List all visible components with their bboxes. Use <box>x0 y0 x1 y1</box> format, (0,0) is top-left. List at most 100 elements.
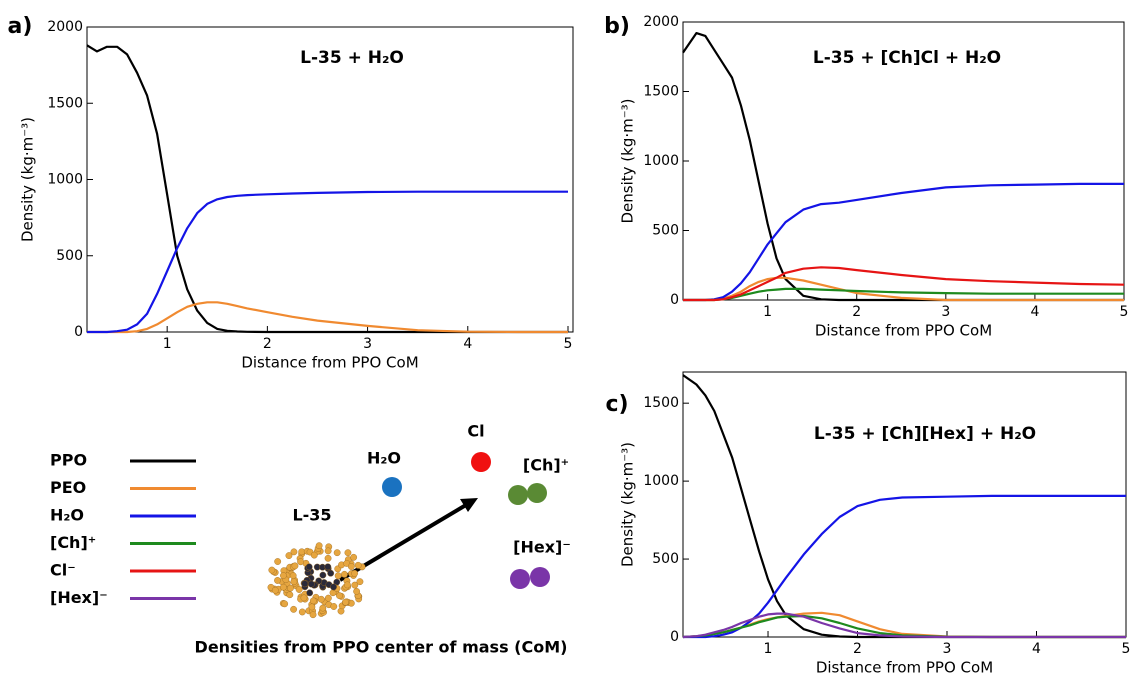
micelle-bead <box>298 608 306 616</box>
micelle-bead <box>286 591 294 599</box>
y-axis-label: Density (kg·m⁻³) <box>619 442 637 567</box>
legend-label: PEO <box>50 478 86 497</box>
micelle-bead <box>307 580 315 588</box>
x-tick-label: 3 <box>941 304 950 320</box>
micelle-bead <box>350 553 358 561</box>
micelle-bead <box>295 586 303 593</box>
micelle-bead <box>306 589 314 597</box>
panel-label: b) <box>604 14 630 39</box>
series-line <box>682 32 1124 302</box>
y-tick-label: 500 <box>56 248 83 264</box>
legend-label: Cl⁻ <box>50 561 76 580</box>
chloride-label: Cl <box>467 422 484 441</box>
micelle-bead <box>291 562 299 570</box>
y-tick-label: 500 <box>652 223 679 239</box>
micelle-bead <box>342 598 349 606</box>
x-tick-label: 2 <box>853 641 862 657</box>
water-label: H₂O <box>367 449 401 468</box>
micelle-bead <box>347 563 355 570</box>
y-tick-label: 1000 <box>643 153 679 169</box>
water-bead <box>382 477 402 497</box>
micelle-bead <box>351 581 359 589</box>
micelle-bead <box>308 603 316 611</box>
molecule-label: L-35 <box>292 506 331 525</box>
x-tick-label: 1 <box>764 641 773 657</box>
y-tick-label: 1000 <box>47 172 83 188</box>
x-axis-label: Distance from PPO CoM <box>815 322 992 340</box>
micelle-bead <box>274 577 281 584</box>
legend-label: [Ch]⁺ <box>50 533 96 552</box>
panel-label: c) <box>605 392 628 417</box>
micelle-bead <box>324 563 332 571</box>
y-axis-label: Density (kg·m⁻³) <box>619 98 637 223</box>
micelle-bead <box>289 572 297 580</box>
series-line <box>86 44 568 334</box>
x-tick-label: 4 <box>463 336 472 352</box>
micelle-bead <box>274 558 282 565</box>
y-axis-label: Density (kg·m⁻³) <box>19 117 37 242</box>
micelle-bead <box>344 549 352 557</box>
micelle-bead <box>324 547 332 555</box>
micelle-bead <box>330 583 337 591</box>
micelle-bead <box>317 595 325 603</box>
x-tick-label: 4 <box>1032 641 1041 657</box>
chart-title: L-35 + [Ch][Hex] + H₂O <box>814 424 1036 444</box>
micelle-bead <box>300 594 308 602</box>
arrow <box>338 503 468 582</box>
panel-label: a) <box>8 14 33 39</box>
hexanoate-bead <box>530 567 550 587</box>
x-axis-label: Distance from PPO CoM <box>816 659 993 676</box>
x-tick-label: 2 <box>852 304 861 320</box>
x-tick-label: 5 <box>1120 304 1129 320</box>
micelle-bead <box>333 549 341 557</box>
micelle-bead <box>330 603 338 610</box>
chart-title: L-35 + [Ch]Cl + H₂O <box>813 48 1001 68</box>
hexanoate-bead <box>510 569 530 589</box>
y-tick-label: 1500 <box>47 95 83 111</box>
hexanoate-label: [Hex]⁻ <box>513 538 571 557</box>
series-line <box>683 182 1124 302</box>
micelle-bead <box>280 572 287 579</box>
y-tick-label: 500 <box>652 551 679 567</box>
micelle-bead <box>268 566 276 574</box>
y-tick-label: 2000 <box>643 14 679 30</box>
micelle <box>267 542 366 619</box>
legend-label: H₂O <box>50 506 84 525</box>
micelle-bead <box>310 551 318 559</box>
micelle-bead <box>287 584 294 592</box>
y-tick-label: 0 <box>670 629 679 645</box>
plot-frame <box>682 371 1127 638</box>
micelle-bead <box>297 558 304 566</box>
micelle-bead <box>281 600 289 608</box>
micelle-bead <box>319 571 327 579</box>
series-line <box>682 374 1126 639</box>
y-tick-label: 2000 <box>47 19 83 35</box>
series-line <box>682 612 1126 639</box>
cholinium-label: [Ch]⁺ <box>523 456 569 475</box>
micelle-bead <box>309 597 317 605</box>
micelle-bead <box>324 594 332 602</box>
x-tick-label: 3 <box>943 641 952 657</box>
micelle-bead <box>354 561 362 569</box>
chart-title: L-35 + H₂O <box>300 48 404 68</box>
micelle-bead <box>319 604 327 612</box>
micelle-bead <box>336 592 343 600</box>
series-line <box>683 494 1126 639</box>
series-line <box>87 301 568 334</box>
micelle-bead <box>356 578 364 586</box>
caption: Densities from PPO center of mass (CoM) <box>195 638 568 657</box>
micelle-bead <box>343 581 351 589</box>
micelle-bead <box>290 578 298 586</box>
micelle-bead <box>305 563 313 571</box>
series-line <box>683 276 1124 302</box>
x-axis-label: Distance from PPO CoM <box>241 354 418 372</box>
micelle-bead <box>353 588 361 595</box>
micelle-bead <box>290 548 298 556</box>
y-tick-label: 1000 <box>643 473 679 489</box>
micelle-bead <box>280 583 287 591</box>
legend-label: PPO <box>50 451 87 470</box>
y-tick-label: 0 <box>670 292 679 308</box>
cholinium-bead <box>508 485 528 505</box>
